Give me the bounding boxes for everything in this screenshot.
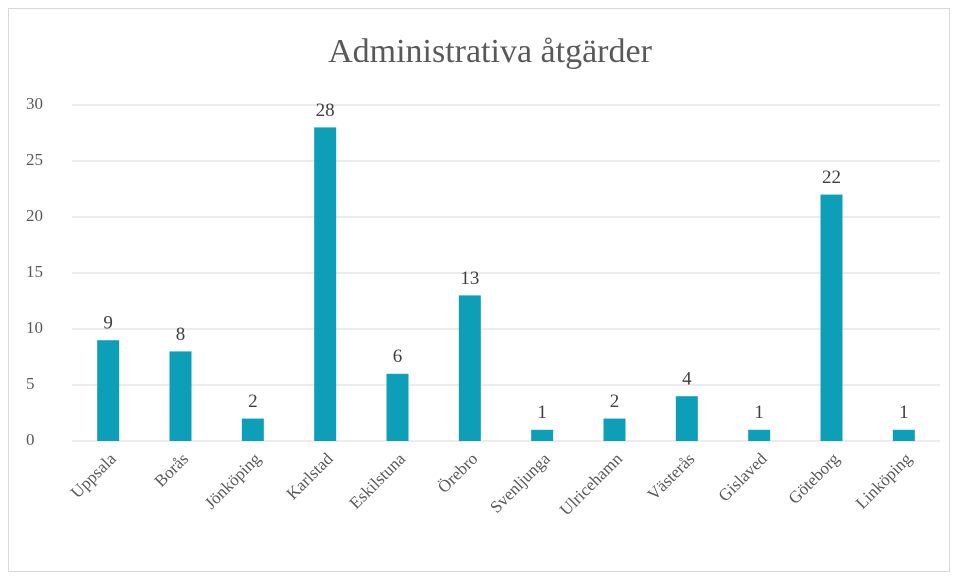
y-tick-label: 10 <box>26 318 43 337</box>
bar <box>603 418 626 441</box>
data-label: 13 <box>460 268 479 289</box>
data-label: 1 <box>754 402 764 423</box>
y-tick-label: 5 <box>26 374 35 393</box>
y-tick-label: 15 <box>26 262 43 281</box>
bar <box>748 429 771 441</box>
bar <box>241 418 264 441</box>
bar <box>97 340 120 441</box>
y-tick-label: 30 <box>26 94 43 113</box>
data-label: 4 <box>682 369 692 390</box>
chart-border <box>8 8 950 572</box>
bar <box>675 396 698 441</box>
bar <box>169 351 192 441</box>
bar <box>892 429 915 441</box>
data-label: 28 <box>316 100 335 121</box>
y-tick-label: 20 <box>26 206 43 225</box>
data-label: 1 <box>899 402 909 423</box>
chart-title: Administrativa åtgärder <box>328 33 653 70</box>
data-label: 2 <box>248 391 258 412</box>
bar <box>314 127 337 442</box>
y-tick-label: 0 <box>26 430 35 449</box>
data-label: 22 <box>822 167 841 188</box>
bar <box>820 194 843 441</box>
bar <box>458 295 481 441</box>
bar <box>386 373 409 441</box>
data-label: 9 <box>103 313 113 334</box>
data-label: 2 <box>610 391 620 412</box>
data-label: 1 <box>537 402 547 423</box>
y-tick-label: 25 <box>26 150 43 169</box>
bar <box>531 429 554 441</box>
data-label: 8 <box>176 324 186 345</box>
data-label: 6 <box>393 346 403 367</box>
